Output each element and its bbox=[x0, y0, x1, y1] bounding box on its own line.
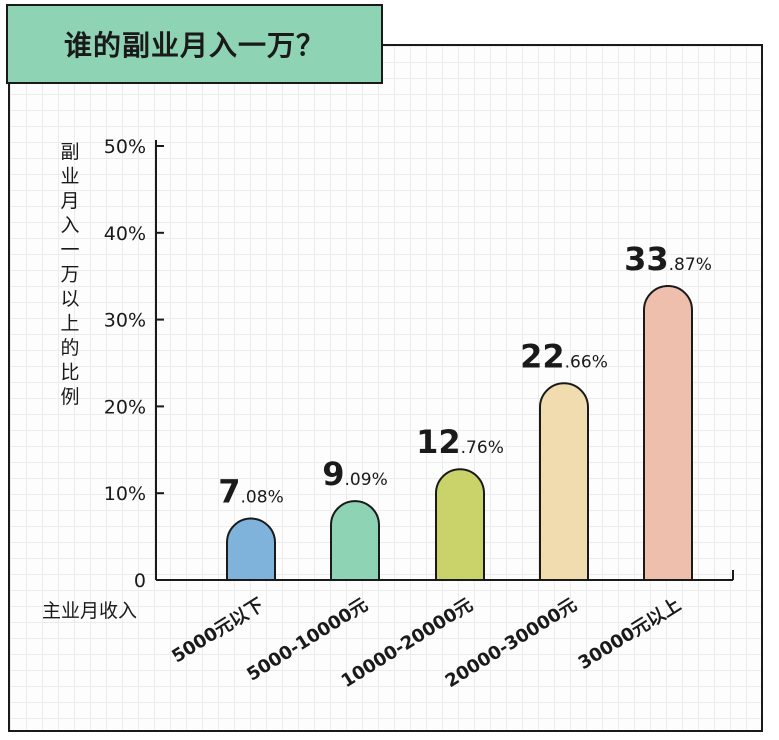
category-label-0: 5000元以下 bbox=[168, 594, 267, 667]
bar-2 bbox=[435, 468, 485, 581]
y-axis-label: 副业月入一万以上的比例 bbox=[60, 141, 79, 408]
category-label-4: 30000元以上 bbox=[575, 594, 685, 674]
title-banner: 谁的副业月入一万？ bbox=[6, 4, 383, 84]
value-label-0: 7.08% bbox=[218, 473, 283, 511]
y-tick-label-0: 0 bbox=[134, 570, 146, 592]
value-label-4: 33.87% bbox=[624, 240, 712, 278]
y-tick-label-3: 30% bbox=[104, 310, 146, 332]
chart-title: 谁的副业月入一万？ bbox=[63, 29, 325, 62]
y-tick-label-2: 20% bbox=[104, 396, 146, 418]
x-axis-label: 主业月收入 bbox=[42, 600, 137, 622]
bar-3 bbox=[539, 382, 589, 581]
value-label-1: 9.09% bbox=[322, 455, 387, 493]
bar-0 bbox=[226, 517, 276, 581]
value-label-3: 22.66% bbox=[520, 337, 608, 375]
y-tick-label-1: 10% bbox=[104, 483, 146, 505]
chart-frame bbox=[8, 44, 763, 732]
y-tick-label-4: 40% bbox=[104, 223, 146, 245]
y-tick-label-5: 50% bbox=[104, 136, 146, 158]
value-label-2: 12.76% bbox=[416, 423, 504, 461]
bar-1 bbox=[330, 500, 380, 581]
bar-4 bbox=[643, 285, 693, 581]
